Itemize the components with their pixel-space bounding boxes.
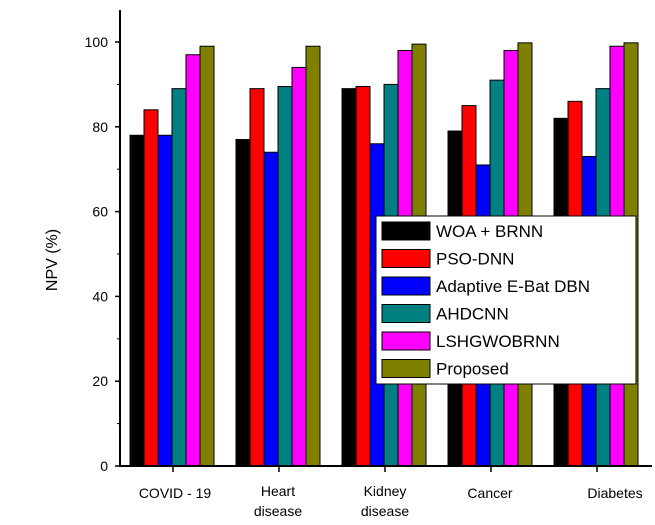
legend-swatch-2	[381, 276, 431, 296]
x-tick-label-1-0: Heart	[261, 483, 295, 499]
bar-1-0	[143, 109, 159, 467]
legend-label-0: WOA + BRNN	[436, 222, 543, 241]
bar-1-1	[249, 88, 265, 467]
y-tick-label-1: 20	[92, 373, 108, 389]
axes-group: 0 20 40 60 80 100 COVID - 19 Heart disease Kidney…	[85, 10, 652, 519]
bar-3-1	[277, 86, 293, 467]
y-tick-label-5: 100	[85, 34, 109, 50]
x-tick-label-1-1: disease	[254, 503, 302, 519]
bar-4-0	[185, 54, 201, 467]
legend-swatch-3	[381, 304, 431, 323]
bar-4-1	[291, 66, 307, 467]
legend-swatch-1	[381, 249, 431, 268]
legend-label-1: PSO-DNN	[436, 250, 514, 269]
legend-label-2: Adaptive E-Bat DBN	[436, 277, 590, 296]
y-axis-label: NPV (%)	[44, 229, 61, 291]
y-tick-label-4: 80	[92, 119, 108, 135]
x-tick-label-2-1: disease	[361, 503, 409, 519]
legend-label-4: LSHGWOBRNN	[436, 332, 560, 351]
bar-3-0	[171, 88, 187, 467]
bar-5-0	[199, 45, 215, 467]
bar-0-2	[341, 88, 357, 467]
bar-2-0	[157, 134, 173, 467]
legend-swatch-0	[381, 221, 431, 241]
legend-label-3: AHDCNN	[436, 305, 509, 324]
legend-label-5: Proposed	[436, 360, 509, 379]
x-tick-label-3-0: Cancer	[467, 485, 512, 501]
x-tick-label-0-0: COVID - 19	[139, 485, 212, 501]
bar-0-1	[235, 139, 251, 467]
legend-box	[375, 215, 637, 385]
bar-0-0	[129, 134, 145, 467]
y-tick-label-3: 60	[92, 204, 108, 220]
legend-swatch-5	[381, 359, 431, 378]
x-tick-label-4-0: Diabetes	[587, 485, 642, 501]
x-tick-label-2-0: Kidney	[364, 483, 407, 499]
bar-1-2	[355, 86, 371, 467]
legend: WOA + BRNN PSO-DNN Adaptive E-Bat DBN AHDCN…	[375, 215, 637, 385]
y-tick-label-2: 40	[92, 288, 108, 304]
bar-2-1	[263, 151, 279, 467]
bar-5-1	[305, 45, 321, 467]
y-tick-label-0: 0	[100, 458, 108, 474]
legend-swatch-4	[381, 331, 431, 351]
